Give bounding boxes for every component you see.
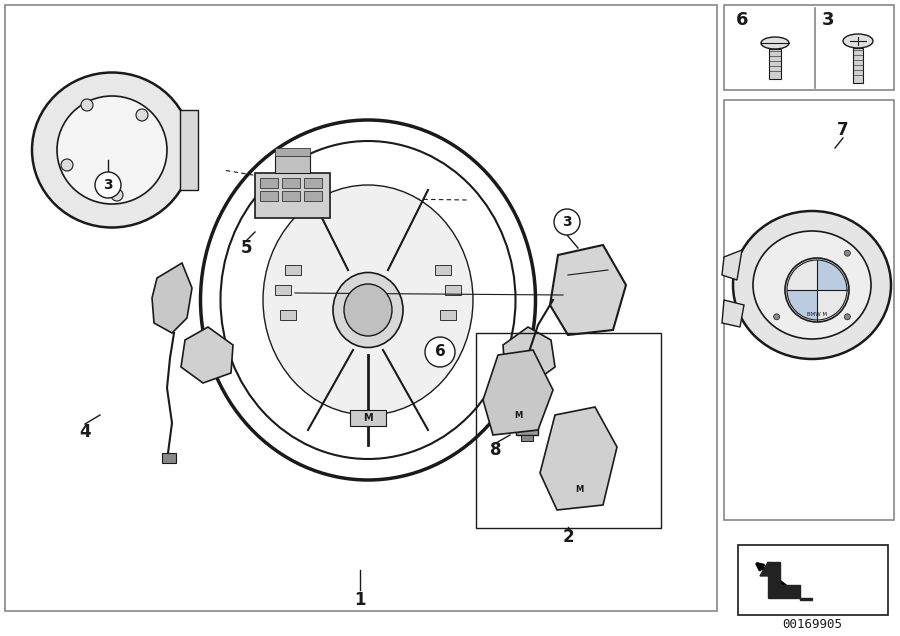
Polygon shape <box>540 407 617 510</box>
Circle shape <box>61 159 73 171</box>
Ellipse shape <box>201 120 536 480</box>
Circle shape <box>136 109 148 121</box>
Wedge shape <box>787 290 817 320</box>
Bar <box>275 285 291 295</box>
Bar <box>853 48 863 83</box>
Polygon shape <box>483 350 553 435</box>
Text: 5: 5 <box>241 239 253 257</box>
Bar <box>255 173 330 218</box>
Circle shape <box>774 314 779 320</box>
Text: 6: 6 <box>736 11 748 29</box>
Polygon shape <box>550 245 626 335</box>
Bar <box>445 285 461 295</box>
Text: 7: 7 <box>837 121 849 139</box>
Bar <box>275 155 310 173</box>
Ellipse shape <box>753 231 871 339</box>
Circle shape <box>111 189 123 201</box>
Bar <box>724 100 894 520</box>
Ellipse shape <box>761 37 789 49</box>
Ellipse shape <box>843 34 873 48</box>
Bar <box>724 5 894 90</box>
Text: 3: 3 <box>822 11 834 29</box>
Bar <box>435 265 451 275</box>
Circle shape <box>844 314 850 320</box>
Bar <box>285 265 301 275</box>
Text: M: M <box>575 485 583 495</box>
Text: 2: 2 <box>562 528 574 546</box>
Polygon shape <box>722 300 744 327</box>
Bar <box>304 178 322 188</box>
Text: 3: 3 <box>562 215 572 229</box>
Ellipse shape <box>57 96 167 204</box>
Ellipse shape <box>733 211 891 359</box>
Ellipse shape <box>333 272 403 347</box>
Bar <box>275 148 310 156</box>
Text: 8: 8 <box>491 441 502 459</box>
Bar <box>738 545 888 615</box>
Bar <box>350 410 386 426</box>
Circle shape <box>425 337 455 367</box>
Circle shape <box>81 99 93 111</box>
Polygon shape <box>760 562 776 576</box>
Text: M: M <box>364 413 373 423</box>
Wedge shape <box>817 260 847 290</box>
Text: 00169905: 00169905 <box>782 618 842 632</box>
Polygon shape <box>152 263 192 333</box>
Bar <box>521 435 533 441</box>
Ellipse shape <box>344 284 392 336</box>
Bar <box>162 453 176 463</box>
Polygon shape <box>503 327 555 383</box>
Bar <box>282 191 300 201</box>
Ellipse shape <box>220 141 516 459</box>
Text: 4: 4 <box>79 423 91 441</box>
Circle shape <box>95 172 121 198</box>
Bar <box>5 5 717 611</box>
Bar <box>516 420 538 435</box>
Polygon shape <box>722 250 742 280</box>
Bar <box>440 310 456 320</box>
Text: 1: 1 <box>355 591 365 609</box>
Bar <box>282 178 300 188</box>
Circle shape <box>785 258 849 322</box>
Polygon shape <box>181 327 233 383</box>
Bar <box>769 49 781 79</box>
Polygon shape <box>768 562 812 600</box>
Text: 3: 3 <box>104 178 112 192</box>
Bar <box>260 178 278 188</box>
Bar <box>180 110 198 190</box>
Bar <box>476 333 661 528</box>
Text: BMW M: BMW M <box>807 312 827 317</box>
Circle shape <box>554 209 580 235</box>
Bar <box>260 191 278 201</box>
Bar <box>304 191 322 201</box>
Ellipse shape <box>263 185 473 415</box>
Text: M: M <box>514 410 522 420</box>
Bar <box>280 310 296 320</box>
Text: 6: 6 <box>435 345 446 359</box>
Circle shape <box>844 250 850 256</box>
Ellipse shape <box>32 73 192 228</box>
